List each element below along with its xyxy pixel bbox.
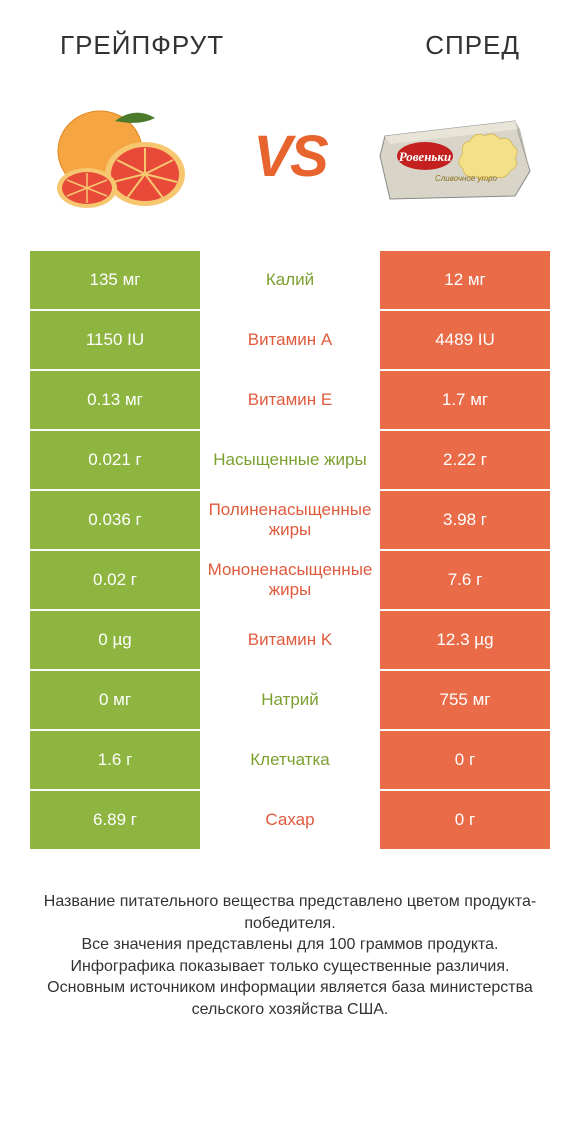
nutrient-label: Витамин E xyxy=(200,371,380,429)
comparison-table: 135 мгКалий12 мг1150 IUВитамин A4489 IU0… xyxy=(0,251,580,849)
footer-line: Инфографика показывает только существенн… xyxy=(30,956,550,978)
table-row: 0.036 гПолиненасыщенные жиры3.98 г xyxy=(30,491,550,549)
value-right: 12 мг xyxy=(380,251,550,309)
table-row: 0.13 мгВитамин E1.7 мг xyxy=(30,371,550,429)
nutrient-label: Витамин A xyxy=(200,311,380,369)
table-row: 0.02 гМононенасыщенные жиры7.6 г xyxy=(30,551,550,609)
value-right: 4489 IU xyxy=(380,311,550,369)
table-row: 6.89 гСахар0 г xyxy=(30,791,550,849)
table-row: 135 мгКалий12 мг xyxy=(30,251,550,309)
grapefruit-image xyxy=(40,91,210,221)
value-left: 0.13 мг xyxy=(30,371,200,429)
value-left: 6.89 г xyxy=(30,791,200,849)
value-left: 0 мг xyxy=(30,671,200,729)
footer-line: Все значения представлены для 100 граммо… xyxy=(30,934,550,956)
vs-label: VS xyxy=(253,123,326,190)
value-right: 2.22 г xyxy=(380,431,550,489)
svg-text:Сливочное утро: Сливочное утро xyxy=(435,174,498,183)
footer-line: Основным источником информации является … xyxy=(30,977,550,1020)
nutrient-label: Витамин K xyxy=(200,611,380,669)
value-right: 3.98 г xyxy=(380,491,550,549)
nutrient-label: Калий xyxy=(200,251,380,309)
nutrient-label: Клетчатка xyxy=(200,731,380,789)
table-row: 1150 IUВитамин A4489 IU xyxy=(30,311,550,369)
table-row: 0 µgВитамин K12.3 µg xyxy=(30,611,550,669)
value-right: 12.3 µg xyxy=(380,611,550,669)
value-right: 0 г xyxy=(380,791,550,849)
value-right: 0 г xyxy=(380,731,550,789)
title-left: ГРЕЙПФРУТ xyxy=(60,30,224,61)
header: ГРЕЙПФРУТ СПРЕД xyxy=(0,0,580,81)
footer-note: Название питательного вещества представл… xyxy=(0,851,580,1021)
table-row: 1.6 гКлетчатка0 г xyxy=(30,731,550,789)
value-left: 0.02 г xyxy=(30,551,200,609)
value-left: 0 µg xyxy=(30,611,200,669)
nutrient-label: Насыщенные жиры xyxy=(200,431,380,489)
value-right: 7.6 г xyxy=(380,551,550,609)
nutrient-label: Полиненасыщенные жиры xyxy=(200,491,380,549)
spread-image: Ровеньки Сливочное утро xyxy=(370,91,540,221)
nutrient-label: Натрий xyxy=(200,671,380,729)
value-left: 0.036 г xyxy=(30,491,200,549)
nutrient-label: Мононенасыщенные жиры xyxy=(200,551,380,609)
nutrient-label: Сахар xyxy=(200,791,380,849)
value-right: 1.7 мг xyxy=(380,371,550,429)
value-left: 1.6 г xyxy=(30,731,200,789)
hero: VS Ровеньки Сливочное утро xyxy=(0,81,580,251)
table-row: 0.021 гНасыщенные жиры2.22 г xyxy=(30,431,550,489)
footer-line: Название питательного вещества представл… xyxy=(30,891,550,934)
value-right: 755 мг xyxy=(380,671,550,729)
svg-text:Ровеньки: Ровеньки xyxy=(399,149,451,164)
value-left: 1150 IU xyxy=(30,311,200,369)
value-left: 135 мг xyxy=(30,251,200,309)
table-row: 0 мгНатрий755 мг xyxy=(30,671,550,729)
value-left: 0.021 г xyxy=(30,431,200,489)
title-right: СПРЕД xyxy=(425,30,520,61)
